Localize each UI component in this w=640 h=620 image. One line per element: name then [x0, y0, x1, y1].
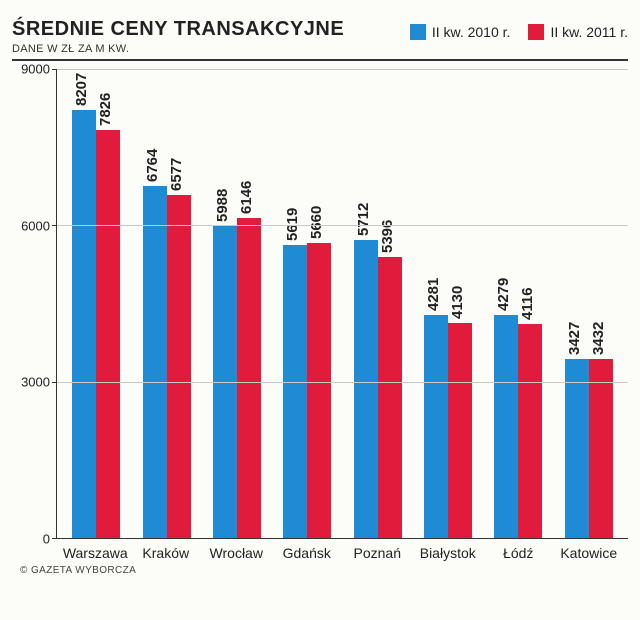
x-axis-label: Kraków — [131, 545, 202, 561]
bar-group: 34273432 — [554, 69, 624, 538]
bar-value-label: 4130 — [449, 285, 466, 318]
bar: 5712 — [354, 240, 378, 538]
bar-group: 5988 6146 — [202, 69, 272, 538]
bar-value-label: 3432 — [590, 322, 607, 355]
grid-line — [57, 69, 628, 70]
plot-area: 8207782667646577598861465619566057125396… — [56, 69, 628, 539]
x-axis-label: Białystok — [413, 545, 484, 561]
x-axis-label: Poznań — [342, 545, 413, 561]
legend-swatch-2011 — [528, 24, 544, 40]
bar-value-label: 5660 — [308, 206, 325, 239]
legend-item-2010: II kw. 2010 r. — [410, 24, 511, 40]
bar: 5619 — [283, 245, 307, 538]
chart-subtitle: DANE W ZŁ ZA M KW. — [12, 43, 344, 55]
x-axis-labels: WarszawaKrakówWrocławGdańskPoznańBiałyst… — [56, 539, 628, 561]
bar-value-label: 8207 — [73, 73, 90, 106]
bar: 6764 — [143, 186, 167, 538]
legend-swatch-2010 — [410, 24, 426, 40]
bar-value-label: 5988 — [214, 189, 231, 222]
header-row: ŚREDNIE CENY TRANSAKCYJNE DANE W ZŁ ZA M… — [12, 18, 628, 61]
chart-container: ŚREDNIE CENY TRANSAKCYJNE DANE W ZŁ ZA M… — [0, 0, 640, 620]
bar: 6146 — [237, 218, 261, 538]
source-line: © GAZETA WYBORCZA — [20, 565, 628, 576]
bar-value-label: 6146 — [238, 180, 255, 213]
bar-value-label: 6577 — [168, 158, 185, 191]
bar: 5396 — [378, 257, 402, 538]
bar-group: 42794116 — [483, 69, 553, 538]
x-axis-label: Gdańsk — [272, 545, 343, 561]
bar: 3432 — [589, 359, 613, 538]
bar: 8207 — [72, 110, 96, 538]
bar: 4279 — [494, 315, 518, 538]
x-axis-label: Łódź — [483, 545, 554, 561]
bar-value-label: 7826 — [97, 93, 114, 126]
y-tick-label: 3000 — [21, 375, 50, 390]
chart-title: ŚREDNIE CENY TRANSAKCYJNE — [12, 18, 344, 41]
legend-label-2010: II kw. 2010 r. — [432, 24, 511, 40]
bar-value-label: 4281 — [425, 278, 442, 311]
y-axis: 0300060009000 — [12, 69, 56, 539]
bar-group: 57125396 — [343, 69, 413, 538]
bar: 3427 — [565, 359, 589, 538]
bar: 4130 — [448, 323, 472, 538]
bar-group: 56195660 — [272, 69, 342, 538]
chart-area: 0300060009000 82077826676465775988614656… — [12, 69, 628, 539]
bar-value-label: 5712 — [355, 203, 372, 236]
y-tick-label: 9000 — [21, 62, 50, 77]
bar: 4116 — [518, 324, 542, 538]
bar: 4281 — [424, 315, 448, 538]
legend-label-2011: II kw. 2011 r. — [550, 24, 628, 40]
title-block: ŚREDNIE CENY TRANSAKCYJNE DANE W ZŁ ZA M… — [12, 18, 344, 55]
bar-group: 82077826 — [61, 69, 131, 538]
x-axis-label: Warszawa — [60, 545, 131, 561]
bar: 6577 — [167, 195, 191, 538]
x-axis-label: Wrocław — [201, 545, 272, 561]
grid-line — [57, 225, 628, 226]
bar-value-label: 4279 — [495, 278, 512, 311]
bar-group: 67646577 — [131, 69, 201, 538]
bar-value-label: 6764 — [144, 148, 161, 181]
x-axis-label: Katowice — [554, 545, 625, 561]
bar-group: 42814130 — [413, 69, 483, 538]
y-tick-label: 0 — [43, 532, 50, 547]
y-tick-label: 6000 — [21, 218, 50, 233]
grid-line — [57, 382, 628, 383]
bar: 5660 — [307, 243, 331, 538]
legend-item-2011: II kw. 2011 r. — [528, 24, 628, 40]
y-tick-mark — [52, 538, 57, 539]
legend: II kw. 2010 r. II kw. 2011 r. — [410, 18, 628, 40]
bar: 7826 — [96, 130, 120, 538]
bar-value-label: 4116 — [519, 287, 536, 320]
bar-value-label: 3427 — [566, 322, 583, 355]
bars-layer: 8207782667646577598861465619566057125396… — [57, 69, 628, 538]
